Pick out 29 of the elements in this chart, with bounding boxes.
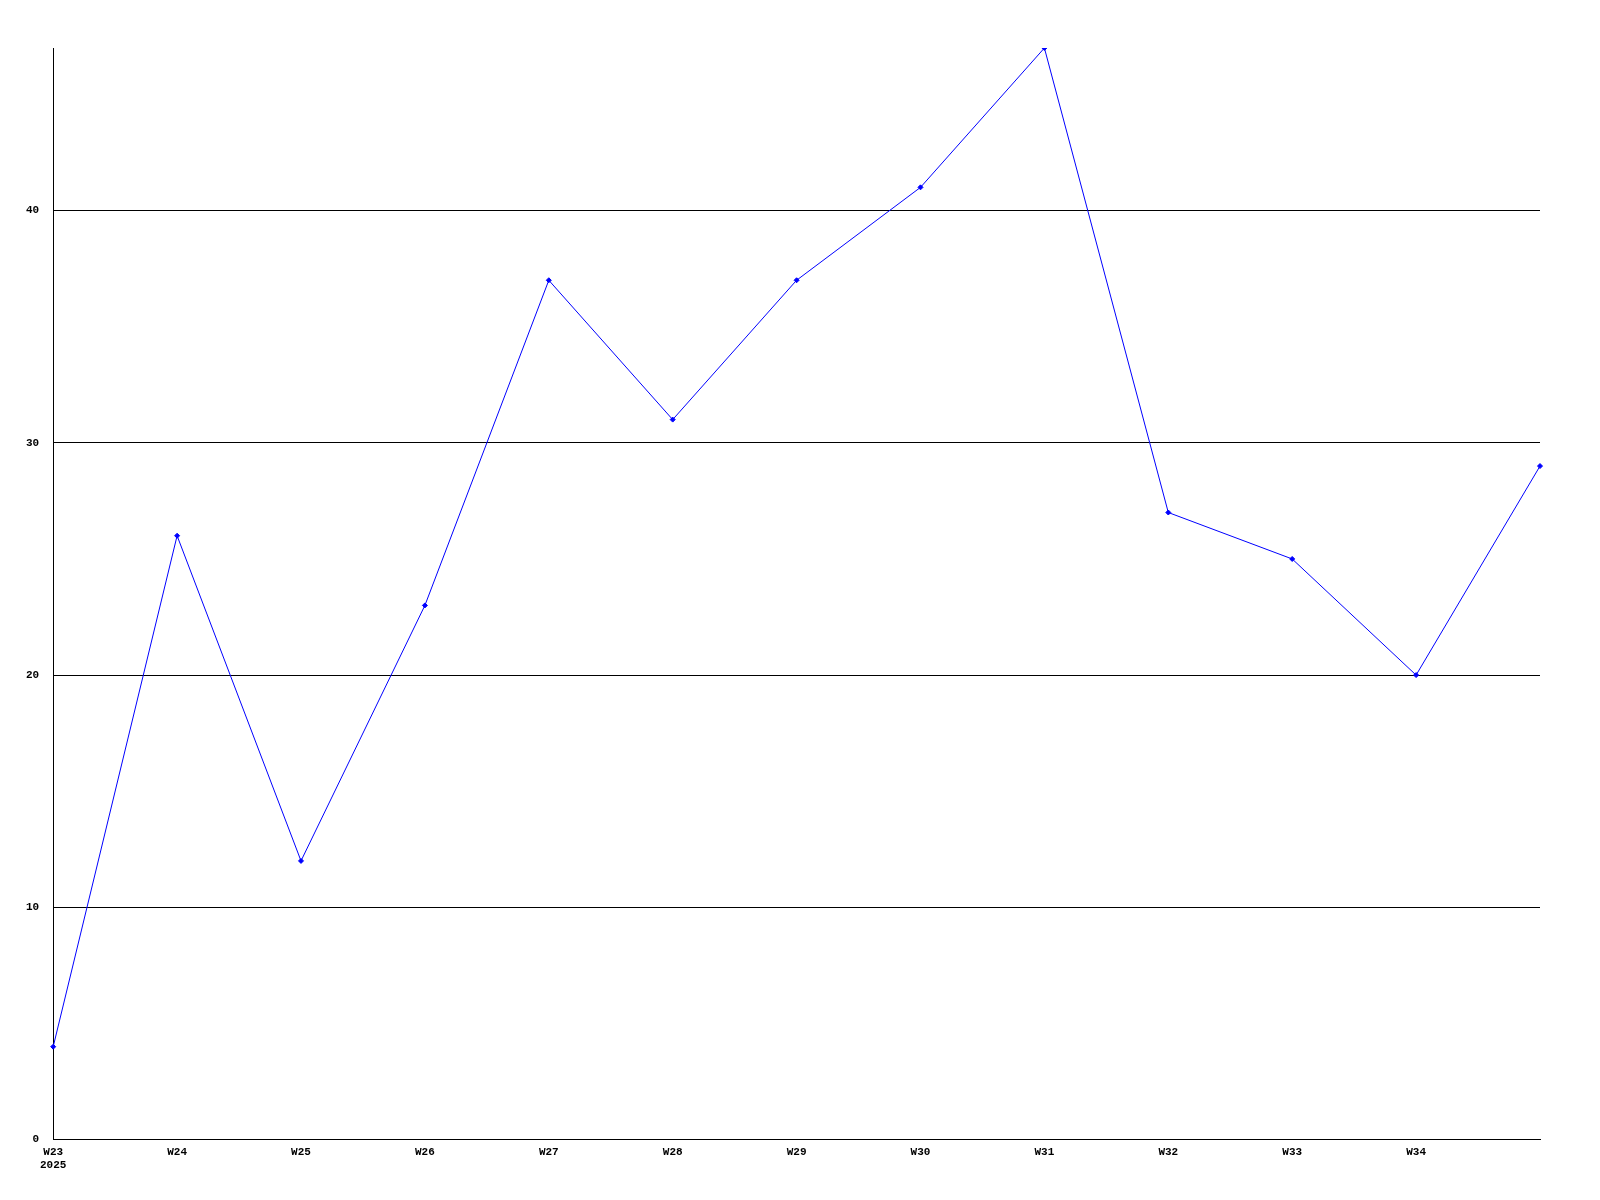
point	[1165, 509, 1172, 516]
x-tick-label: W29	[786, 1145, 807, 1158]
y-tick-label: 20	[26, 668, 40, 681]
x-tick-label: W31	[1034, 1145, 1055, 1158]
point	[421, 602, 428, 609]
x-tick-label: W28	[662, 1145, 683, 1158]
y-tick-label: 40	[26, 204, 40, 217]
point	[793, 277, 800, 284]
x-tick-label: W27	[538, 1145, 559, 1158]
point	[545, 277, 552, 284]
point	[917, 184, 924, 191]
point	[174, 532, 181, 539]
x-tick-label: W23 2025	[40, 1145, 67, 1172]
x-tick-label: W25	[291, 1145, 312, 1158]
x-tick-label: W24	[167, 1145, 188, 1158]
y-tick-label: 30	[26, 436, 40, 449]
point	[1289, 555, 1296, 562]
x-tick-label: W26	[415, 1145, 435, 1158]
point	[1413, 672, 1420, 679]
x-tick-label: W34	[1406, 1145, 1427, 1158]
point	[669, 416, 676, 423]
x-tick-label: W32	[1158, 1145, 1179, 1158]
y-tick-label: 10	[26, 901, 40, 914]
y-tick-label: 0	[32, 1133, 40, 1146]
x-tick-label: W30	[910, 1145, 931, 1158]
point	[50, 1043, 57, 1050]
x-tick-label: W33	[1282, 1145, 1303, 1158]
point	[298, 857, 304, 864]
point	[1537, 463, 1543, 470]
